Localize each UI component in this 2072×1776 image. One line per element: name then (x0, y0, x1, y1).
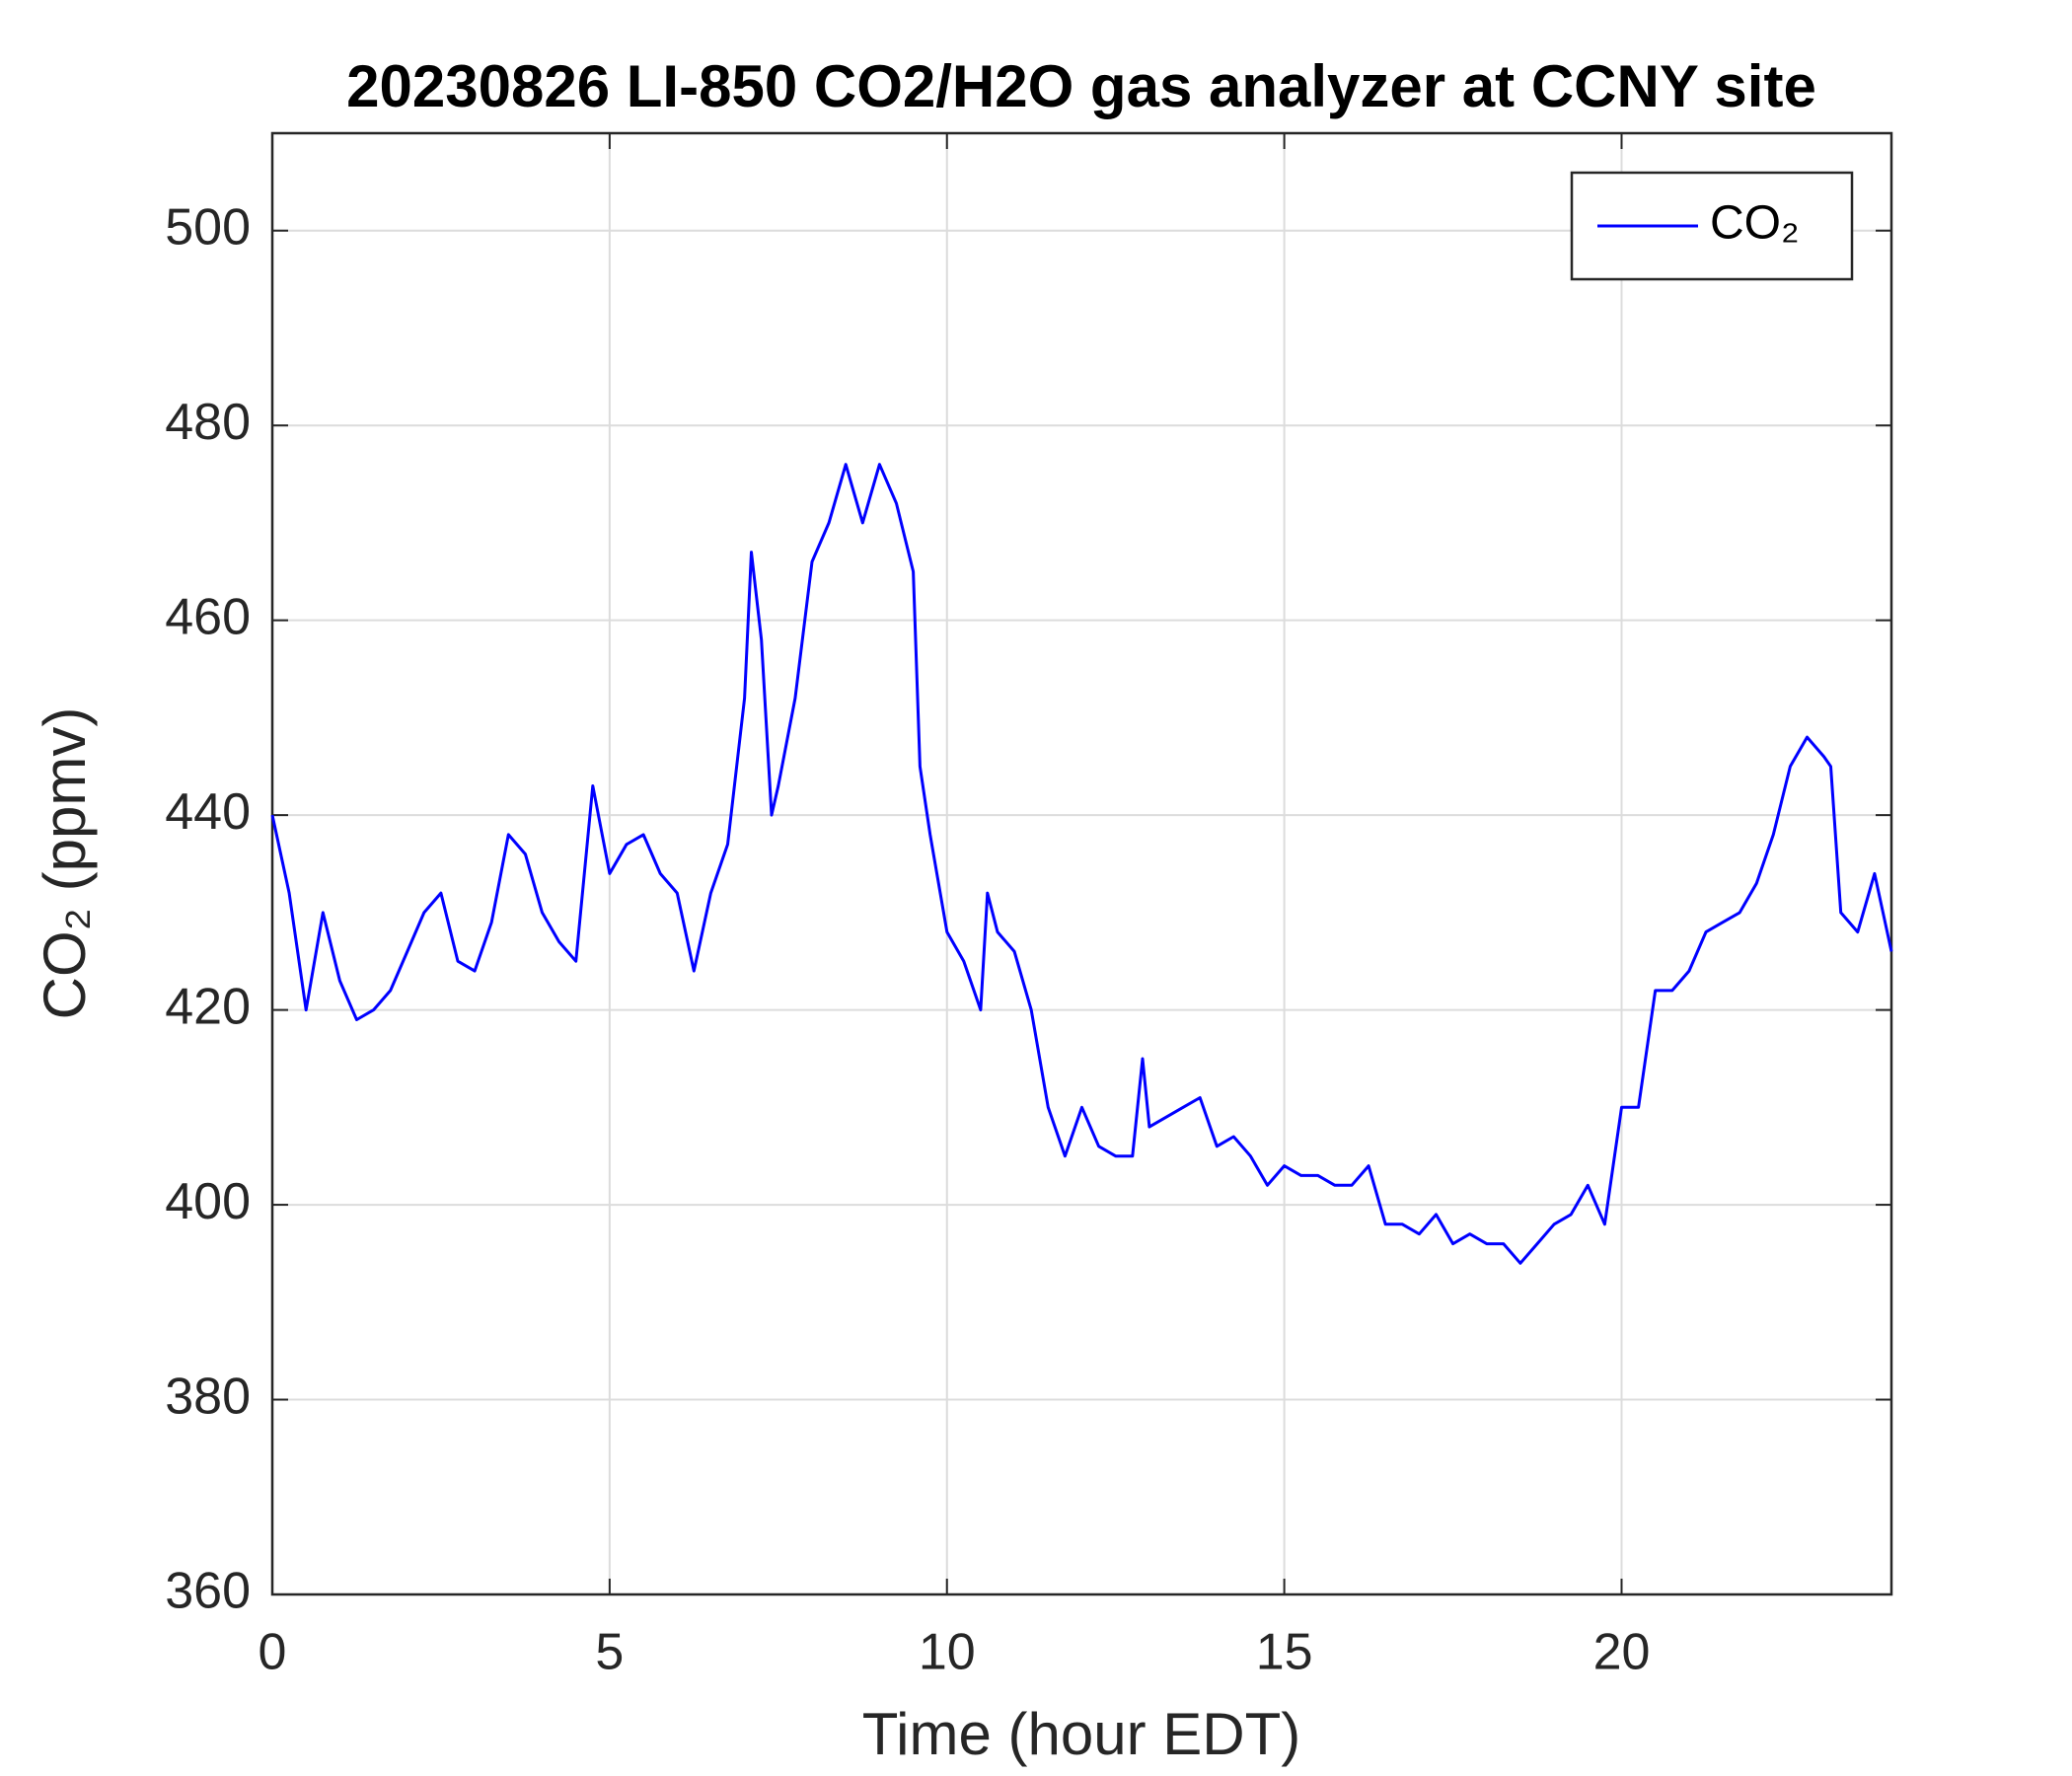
y-tick-label: 480 (165, 394, 251, 451)
y-tick-label: 500 (165, 198, 251, 256)
y-tick-label: 420 (165, 978, 251, 1035)
x-tick-label: 20 (1593, 1624, 1651, 1681)
chart-title: 20230826 LI-850 CO2/H2O gas analyzer at … (346, 53, 1816, 119)
y-tick-label: 460 (165, 588, 251, 645)
y-tick-label: 440 (165, 783, 251, 841)
x-axis-label: Time (hour EDT) (862, 1701, 1301, 1767)
y-tick-label: 380 (165, 1368, 251, 1425)
x-tick-label: 0 (259, 1624, 287, 1681)
x-tick-label: 5 (595, 1624, 624, 1681)
y-axis-label: CO₂ (ppmv) (32, 707, 98, 1020)
legend-label: CO₂ (1710, 197, 1800, 250)
x-tick-label: 10 (919, 1624, 976, 1681)
x-tick-label: 15 (1256, 1624, 1313, 1681)
y-tick-label: 400 (165, 1173, 251, 1230)
plot-frame (270, 131, 1893, 1596)
data-line (270, 463, 1893, 1265)
y-tick-label: 360 (165, 1563, 251, 1620)
